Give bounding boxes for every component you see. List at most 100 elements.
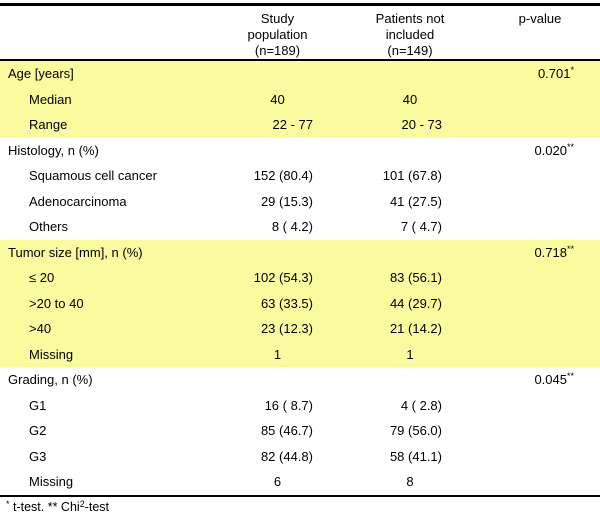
patients-not-included-value: 79 (56.0): [389, 423, 442, 438]
data-row: Adenocarcinoma 29 (15.3) 41 (27.5): [0, 189, 600, 215]
data-row: >40 23 (12.3) 21 (14.2): [0, 316, 600, 342]
data-row: Squamous cell cancer 152 (80.4) 101 (67.…: [0, 163, 600, 189]
data-row: Median 40 40: [0, 86, 600, 113]
footnote-text: -test: [84, 499, 110, 513]
p-value: 0.020: [534, 142, 567, 158]
column-header-line: Patients not: [375, 11, 445, 26]
p-value-cell: 0.045**: [480, 367, 600, 393]
study-population-value: 85 (46.7): [260, 423, 313, 438]
p-value-cell: 0.020**: [480, 138, 600, 164]
row-label: >20 to 40: [29, 295, 84, 311]
table-top-border: [0, 3, 600, 6]
row-label: Squamous cell cancer: [29, 168, 157, 183]
section-header-row: Age [years] 0.701*: [0, 61, 600, 87]
empty-cell: [480, 87, 600, 113]
table-bottom-border: [0, 494, 600, 497]
empty-cell: [480, 316, 600, 342]
table-body: Age [years] 0.701* Median 40 40 Range 22…: [0, 61, 600, 495]
table-footnote: * t-test. ** Chi2-test: [0, 497, 600, 513]
study-population-value: 29 (15.3): [260, 193, 313, 209]
column-header-line: Study: [260, 11, 295, 26]
study-population-value: 22 - 77: [272, 117, 313, 132]
section-label: Grading, n (%): [8, 372, 93, 387]
study-population-value: 152 (80.4): [253, 168, 313, 183]
row-label: G1: [29, 397, 47, 413]
row-label: Others: [29, 219, 69, 234]
table-header-row: Study population (n=189) Patients not in…: [0, 6, 600, 59]
row-label: Adenocarcinoma: [29, 193, 127, 209]
row-label: Missing: [29, 474, 74, 489]
data-row: G2 85 (46.7) 79 (56.0): [0, 418, 600, 444]
section-header-row: Tumor size [mm], n (%) 0.718**: [0, 239, 600, 265]
data-row: Range 22 - 77 20 - 73: [0, 112, 600, 138]
p-value-superscript: **: [566, 243, 574, 254]
study-population-value: 23 (12.3): [260, 321, 313, 336]
data-row: >20 to 40 63 (33.5) 44 (29.7): [0, 290, 600, 317]
empty-cell: [480, 265, 600, 291]
p-value: 0.045: [534, 372, 567, 387]
empty-cell: [480, 342, 600, 368]
section-label: Histology, n (%): [8, 142, 99, 158]
row-label: G2: [29, 423, 47, 438]
data-row: Others 8 ( 4.2) 7 ( 4.7): [0, 214, 600, 240]
empty-cell: [480, 163, 600, 189]
p-value: 0.701: [537, 66, 571, 81]
data-row: Missing 6 8: [0, 469, 600, 495]
column-header-line: included: [385, 27, 435, 42]
footnote-text: t-test. ** Chi: [9, 499, 80, 513]
section-header-row: Histology, n (%) 0.020**: [0, 138, 600, 164]
patients-not-included-value: 8: [406, 474, 414, 489]
footnote-asterisk: *: [6, 498, 10, 509]
patients-not-included-value: 21 (14.2): [389, 321, 442, 336]
footnote-superscript-2: 2: [79, 498, 85, 509]
patients-not-included-value: 83 (56.1): [389, 270, 442, 285]
row-label: ≤ 20: [29, 270, 55, 285]
patients-not-included-value: 7 ( 4.7): [400, 219, 442, 234]
patients-not-included-value: 1: [406, 346, 414, 362]
study-population-value: 16 ( 8.7): [264, 397, 313, 413]
column-header-line: (n=149): [387, 43, 433, 58]
patients-not-included-value: 44 (29.7): [389, 295, 442, 311]
study-population-value: 63 (33.5): [260, 295, 313, 311]
row-label: Missing: [29, 346, 74, 362]
data-row: Missing 1 1: [0, 341, 600, 368]
column-header-study-population: Study population (n=189): [215, 11, 340, 59]
study-population-value: 1: [273, 346, 282, 362]
study-population-value: 6: [273, 474, 282, 489]
row-label: >40: [29, 321, 52, 336]
empty-cell: [480, 112, 600, 138]
empty-cell: [480, 214, 600, 240]
section-label: Age [years]: [8, 66, 74, 81]
header-underline: [0, 59, 600, 61]
p-value-cell: 0.701*: [480, 61, 600, 87]
row-label: Range: [29, 117, 68, 132]
study-population-value: 8 ( 4.2): [271, 219, 313, 234]
data-row: G3 82 (44.8) 58 (41.1): [0, 444, 600, 470]
p-value: 0.718: [534, 244, 567, 260]
column-header-line: (n=189): [254, 43, 301, 58]
patients-not-included-value: 20 - 73: [401, 117, 442, 132]
column-header-line: population: [247, 27, 308, 42]
row-label: G3: [29, 448, 47, 464]
data-row: ≤ 20 102 (54.3) 83 (56.1): [0, 265, 600, 291]
patients-not-included-value: 58 (41.1): [389, 448, 442, 464]
empty-cell: [480, 444, 600, 470]
column-header-patients-not-included: Patients not included (n=149): [340, 11, 480, 59]
p-value-superscript: *: [570, 65, 574, 75]
patients-not-included-value: 40: [402, 91, 418, 107]
section-label: Tumor size [mm], n (%): [8, 244, 143, 260]
p-value-superscript: **: [566, 371, 574, 381]
empty-cell: [480, 393, 600, 419]
data-row: G1 16 ( 8.7) 4 ( 2.8): [0, 393, 600, 419]
study-population-value: 102 (54.3): [253, 270, 313, 285]
column-header-p-value: p-value: [518, 11, 562, 26]
empty-cell: [480, 189, 600, 215]
empty-cell: [480, 291, 600, 317]
p-value-superscript: **: [566, 141, 574, 152]
patients-not-included-value: 41 (27.5): [389, 193, 442, 209]
column-header-empty: [0, 11, 215, 59]
empty-cell: [480, 418, 600, 444]
study-population-value: 82 (44.8): [260, 448, 313, 464]
patients-not-included-value: 4 ( 2.8): [400, 397, 442, 413]
